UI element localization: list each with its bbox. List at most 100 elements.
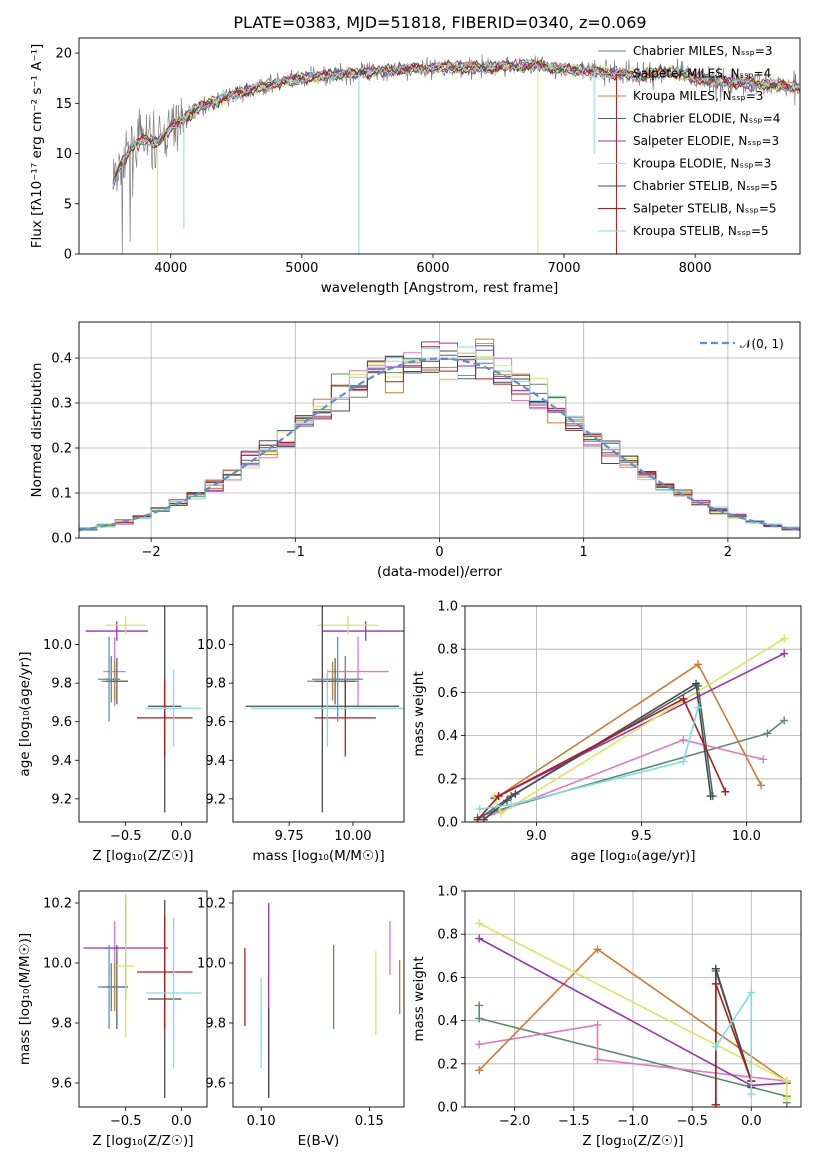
x-axis-label: E(B-V) <box>298 1133 340 1149</box>
normal-reference-curve <box>79 357 800 532</box>
x-tick-label: 0.0 <box>171 1114 192 1129</box>
x-tick-label: −2.0 <box>499 1114 531 1129</box>
weight-point-marker <box>747 988 756 997</box>
axes-frame <box>464 605 802 823</box>
error-point-10 <box>312 636 364 722</box>
x-tick-label: −1.0 <box>617 1114 649 1129</box>
x-tick-label: 0.15 <box>355 1114 384 1129</box>
x-axis-label: age [log₁₀(age/yr)] <box>570 848 695 864</box>
y-axis-label: mass weight <box>411 956 427 1041</box>
weight-point-marker <box>679 735 688 744</box>
error-point-4 <box>314 658 356 705</box>
error-point-10 <box>97 945 121 1029</box>
plot-area <box>79 338 800 532</box>
x-tick-label: 0.0 <box>741 1114 762 1129</box>
y-tick-label: 10.0 <box>43 957 72 972</box>
error-point-6 <box>317 615 379 635</box>
y-tick-label: 9.8 <box>51 1017 72 1032</box>
weight-point-marker <box>780 634 789 643</box>
y-tick-label: 0.4 <box>51 352 72 367</box>
panel-8: −2.0 −1.5 −1.0 −0.5 0.0 0.0 0.2 0.4 0.6 0.8 1.0 Z [… <box>411 885 802 1149</box>
y-tick-label: 0 <box>64 248 72 263</box>
y-tick-label: 1.0 <box>437 600 458 615</box>
legend-label: Kroupa ELODIE, Nₛₛₚ=3 <box>633 157 771 171</box>
weight-point-marker <box>694 660 703 669</box>
y-axis-label: Flux [fλ10⁻¹⁷ erg cm⁻² s⁻¹ A⁻¹] <box>29 44 45 249</box>
histogram-9 <box>79 346 800 530</box>
weight-point-marker <box>503 796 511 805</box>
error-point-10 <box>97 636 121 722</box>
weight-point-marker <box>679 757 688 766</box>
y-tick-label: 0.8 <box>437 643 458 658</box>
legend-label: Salpeter MILES, Nₛₛₚ=4 <box>633 67 771 81</box>
weight-point-marker <box>757 781 766 790</box>
legend-label: Kroupa STELIB, Nₛₛₚ=5 <box>633 224 769 238</box>
legend-label: Salpeter ELODIE, Nₛₛₚ=3 <box>633 134 779 148</box>
y-tick-label: 0.4 <box>437 1014 458 1029</box>
weight-point-marker <box>780 716 789 725</box>
error-point-6 <box>116 894 135 1038</box>
x-axis-label: wavelength [Angstrom, rest frame] <box>321 280 559 296</box>
y-tick-label: 9.4 <box>205 754 226 769</box>
panel-7: 0.10 0.15 9.6 9.8 10.0 10.2 E(B-V) <box>197 890 405 1149</box>
weight-point-marker <box>694 703 703 712</box>
y-tick-label: 0.6 <box>437 686 458 701</box>
plot-area <box>85 606 202 813</box>
plot-area <box>473 634 789 822</box>
error-point-8 <box>314 679 376 757</box>
weight-point-marker <box>711 979 720 988</box>
x-tick-label: 9.75 <box>275 829 304 844</box>
x-tick-label: −0.5 <box>676 1114 708 1129</box>
weight-point-marker <box>475 919 484 928</box>
weight-point-marker <box>473 815 482 822</box>
weight-point-marker <box>475 934 484 943</box>
x-tick-label: −1 <box>286 545 305 560</box>
weight-point-marker <box>593 1020 602 1029</box>
y-tick-label: 9.8 <box>205 677 226 692</box>
weight-point-marker <box>763 729 772 738</box>
weight-point-marker <box>706 792 715 801</box>
legend: 𝒩(0, 1) <box>700 337 784 351</box>
weight-point-marker <box>475 805 484 814</box>
panel-2: −2 −1 0 1 2 0.0 0.1 0.2 0.3 0.4 (data-model)/error… <box>29 321 801 580</box>
y-tick-label: 1.0 <box>437 885 458 900</box>
y-tick-label: 15 <box>55 97 72 112</box>
weight-point-marker <box>475 1066 484 1075</box>
legend-label: 𝒩(0, 1) <box>740 337 784 351</box>
y-tick-label: 0.8 <box>437 928 458 943</box>
x-tick-label: 6000 <box>416 261 449 276</box>
x-tick-label: 8000 <box>679 261 712 276</box>
legend-label: Chabrier ELODIE, Nₛₛₚ=4 <box>633 112 780 126</box>
legend: Chabrier MILES, Nₛₛₚ=3 Salpeter MILES, Nₛ… <box>598 44 780 238</box>
y-tick-label: 5 <box>64 197 72 212</box>
x-axis-label: Z [log₁₀(Z/Z☉)] <box>582 1133 683 1149</box>
y-tick-label: 10.2 <box>197 897 226 912</box>
x-tick-label: −0.5 <box>110 1114 142 1129</box>
x-tick-label: 10.00 <box>334 829 371 844</box>
plot-area <box>83 894 202 1098</box>
legend-label: Salpeter STELIB, Nₛₛₚ=5 <box>633 202 777 216</box>
weight-point-marker <box>593 945 602 954</box>
panel-4: 9.75 10.00 9.2 9.4 9.6 9.8 10.0 mass [log₁₀(M/M… <box>197 605 405 864</box>
y-tick-label: 0.0 <box>437 1101 458 1116</box>
weight-line-2 <box>479 1023 787 1082</box>
y-tick-label: 9.2 <box>205 792 226 807</box>
x-tick-label: 1 <box>580 545 588 560</box>
legend-label: Chabrier STELIB, Nₛₛₚ=5 <box>633 179 778 193</box>
y-tick-label: 10.0 <box>197 957 226 972</box>
x-axis-label: Z [log₁₀(Z/Z☉)] <box>92 848 193 864</box>
x-tick-label: 5000 <box>285 261 318 276</box>
weight-point-marker <box>711 1042 720 1051</box>
plot-area <box>475 919 791 1107</box>
x-tick-label: 10.0 <box>732 829 761 844</box>
x-tick-label: 0.10 <box>247 1114 276 1129</box>
error-point-6 <box>105 615 146 635</box>
weight-point-marker <box>782 1094 791 1103</box>
x-axis-label: (data-model)/error <box>377 564 503 580</box>
weight-point-marker <box>496 809 505 818</box>
y-tick-label: 10.0 <box>43 638 72 653</box>
weight-point-marker <box>475 1040 484 1049</box>
x-tick-label: 2 <box>724 545 732 560</box>
y-tick-label: 9.6 <box>205 1077 226 1092</box>
